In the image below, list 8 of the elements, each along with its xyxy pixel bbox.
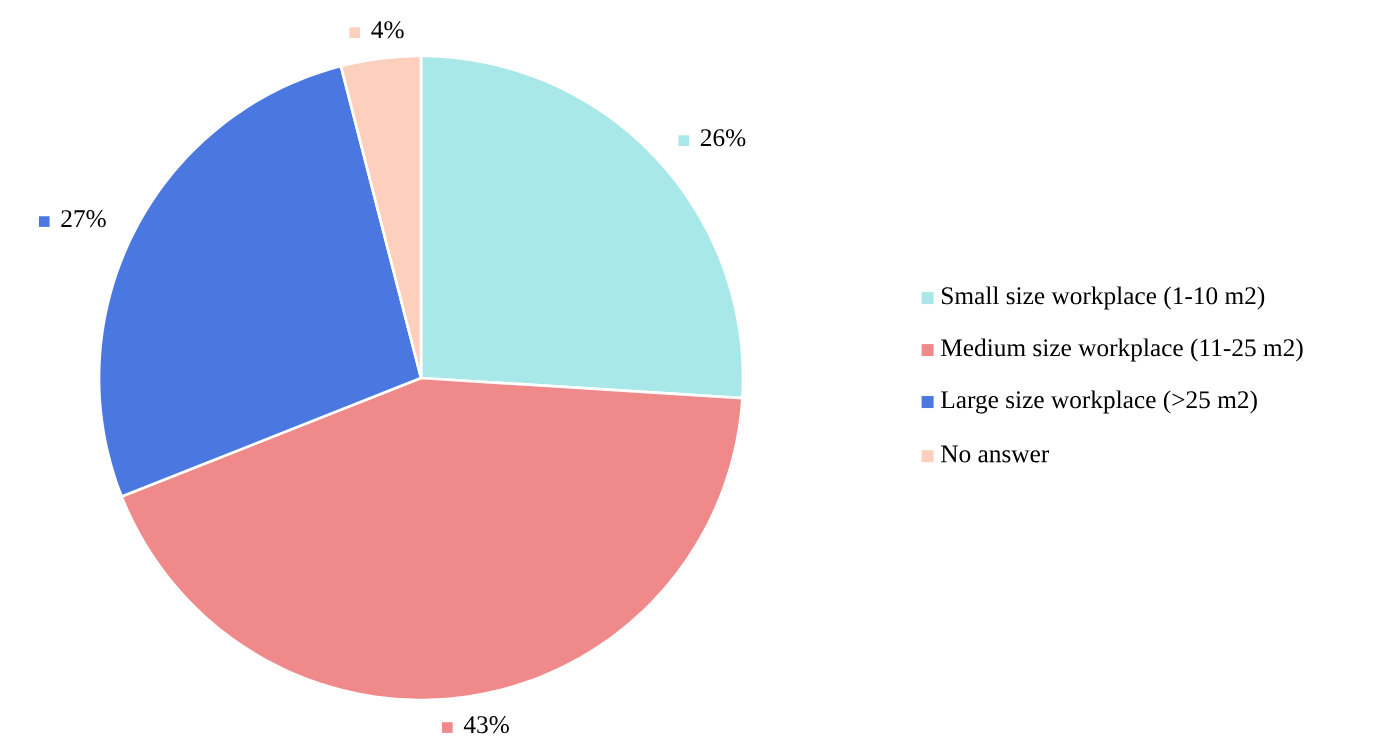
data-label: 43% xyxy=(463,716,509,734)
legend-label: No answer xyxy=(941,445,1050,463)
legend-label: Medium size workplace (11-25 m2) xyxy=(941,338,1303,362)
legend-label: Large size workplace (>25 m2) xyxy=(941,390,1257,414)
data-label: 27% xyxy=(61,210,106,228)
data-label: 26% xyxy=(700,129,746,147)
data-label: 4% xyxy=(371,21,404,39)
legend-label: Small size workplace (1-10 m2) xyxy=(941,286,1265,310)
